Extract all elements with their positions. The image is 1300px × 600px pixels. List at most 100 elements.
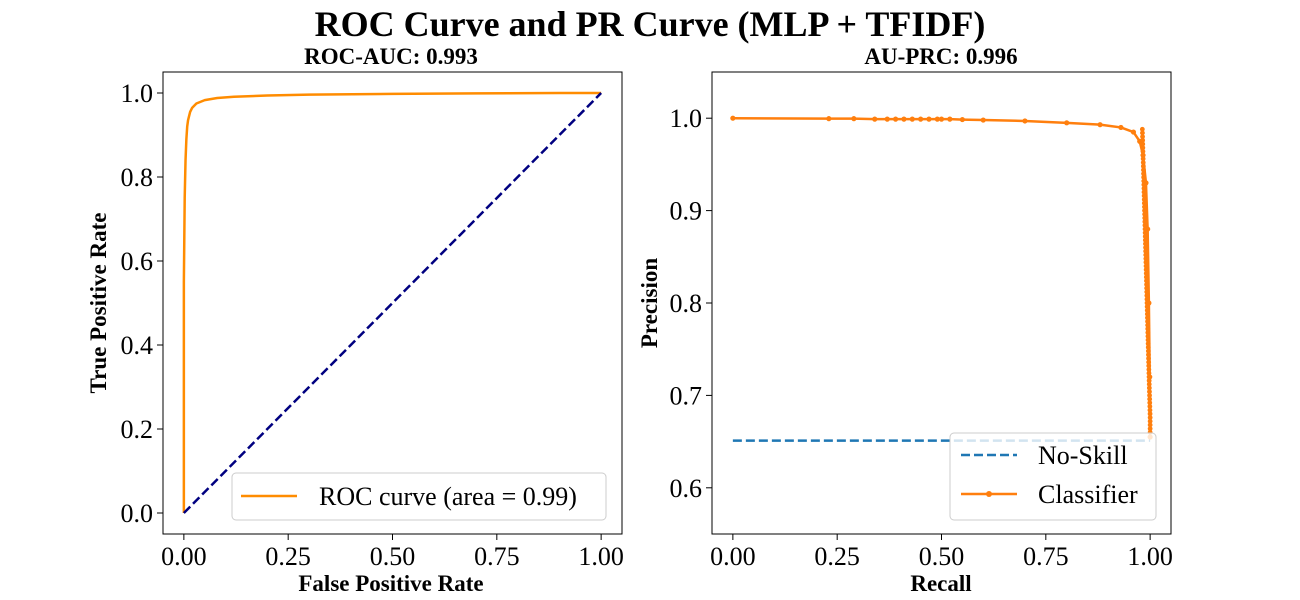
roc-panel: ROC-AUC: 0.993 0.00 0.25 0.50 0.75 1.000.00.… (86, 44, 624, 596)
pr-series-point (1146, 378, 1152, 384)
roc-ytick-label: 0.2 (121, 415, 154, 444)
pr-series-point (926, 116, 932, 122)
pr-xtick-label: 0.00 (710, 542, 756, 571)
pr-series-point (1147, 415, 1153, 420)
pr-series-point (884, 116, 890, 122)
roc-ticks: 0.00 0.25 0.50 0.75 1.00 0.0 0.2 0.4 0.6 0.8 1.0 (121, 79, 624, 571)
pr-series-point (1140, 163, 1146, 169)
pr-series-point (851, 116, 857, 122)
pr-series-point (1147, 422, 1153, 428)
pr-series-point (1118, 124, 1124, 131)
pr-series-point (1145, 322, 1151, 328)
pr-series-point (938, 116, 945, 122)
pr-series-point (1143, 245, 1148, 250)
roc-ytick-label: 0.0 (121, 499, 154, 528)
pr-series-point (1145, 337, 1151, 343)
pr-series-point (959, 116, 965, 123)
pr-series-point (1147, 393, 1152, 398)
pr-series-point (1142, 219, 1148, 225)
pr-series-point (730, 115, 736, 121)
pr-series-point (1145, 326, 1151, 332)
pr-series-point (1142, 215, 1148, 221)
pr-ytick-label: 0.9 (670, 197, 703, 226)
pr-series-point (1140, 149, 1146, 154)
pr-series-point (1144, 293, 1150, 299)
pr-legend-label-noskill: No-Skill (1038, 441, 1128, 470)
pr-ticks: 0.00 0.25 0.50 0.75 1.00 0.6 0.7 0.8 0.9 1.0 (670, 104, 1173, 571)
pr-series-point (1146, 374, 1152, 380)
pr-axes-frame (711, 71, 1172, 535)
pr-ytick-label: 1.0 (670, 104, 703, 133)
pr-series-point (1143, 248, 1149, 254)
pr-series-point (1144, 307, 1150, 313)
pr-series-point (872, 116, 878, 122)
pr-series-point (1146, 385, 1152, 391)
roc-ytick-label: 0.4 (121, 331, 154, 360)
pr-ytick-label: 0.6 (670, 474, 703, 503)
pr-xtick-label: 0.25 (814, 542, 860, 571)
pr-legend: No-Skill Classifier (949, 432, 1157, 521)
pr-panel-title: AU-PRC: 0.996 (864, 44, 1017, 69)
pr-series-point (1097, 122, 1103, 128)
roc-legend-label: ROC curve (area = 0.99) (319, 482, 577, 511)
pr-series-point (1140, 152, 1146, 158)
roc-axes-frame (162, 71, 623, 535)
pr-series-point (1140, 145, 1146, 151)
pr-series-point (1141, 189, 1147, 195)
pr-series-point (1146, 356, 1151, 361)
pr-series-point (1064, 120, 1070, 126)
pr-series-point (893, 116, 899, 122)
pr-series-point (1142, 237, 1148, 243)
pr-series-point (1147, 404, 1153, 409)
pr-series-point (918, 116, 924, 122)
pr-series (730, 115, 1153, 442)
pr-series-point (1146, 359, 1152, 365)
pr-series-point (1142, 211, 1148, 217)
pr-series-point (1147, 418, 1153, 424)
roc-legend-box (231, 472, 607, 521)
pr-series-point (1143, 241, 1148, 247)
roc-xtick-label: 0.75 (474, 542, 520, 571)
pr-series-point (1140, 137, 1146, 143)
pr-series-point (1143, 259, 1149, 265)
pr-ylabel: Precision (637, 258, 662, 348)
pr-series-point (1142, 230, 1148, 236)
pr-series-point (1143, 256, 1149, 262)
pr-series-point (1130, 129, 1137, 135)
pr-series-point (1144, 278, 1149, 284)
pr-series-point (1141, 182, 1147, 188)
pr-series-point (1143, 267, 1149, 273)
roc-series-line-0 (182, 91, 602, 513)
roc-ytick-label: 0.8 (121, 163, 154, 192)
pr-series-point (1145, 333, 1151, 339)
pr-xtick-label: 0.75 (1023, 542, 1069, 571)
roc-ytick-label: 1.0 (121, 79, 154, 108)
pr-series-point (1146, 381, 1152, 387)
pr-panel: AU-PRC: 0.996 0.00 0.25 0.50 0.75 1.00 0.6 0.7… (637, 44, 1173, 596)
pr-series-point (1144, 289, 1150, 295)
pr-series-point (1140, 134, 1145, 140)
roc-xlabel: False Positive Rate (298, 571, 483, 596)
pr-series-point (1142, 204, 1147, 210)
pr-series-point (1142, 234, 1148, 239)
pr-series-point (1022, 118, 1028, 124)
pr-series-point (1144, 300, 1150, 306)
roc-ylabel: True Positive Rate (86, 213, 111, 394)
roc-xtick-label: 1.00 (578, 542, 624, 571)
pr-series-point (1144, 282, 1149, 287)
pr-series-point (1144, 304, 1150, 310)
pr-series-point (1141, 193, 1147, 199)
pr-series-point (1145, 330, 1151, 335)
pr-series-point (1142, 226, 1148, 232)
pr-xtick-label: 1.00 (1127, 542, 1173, 571)
pr-series-point (1145, 348, 1151, 354)
pr-series-point (1141, 197, 1147, 202)
pr-series-point (1140, 130, 1145, 136)
pr-series-point (1142, 222, 1148, 228)
pr-ytick-label: 0.7 (670, 381, 703, 410)
pr-legend-marker-classifier (986, 491, 992, 497)
roc-xtick-label: 0.50 (370, 542, 416, 571)
pr-series-point (1140, 156, 1146, 162)
pr-series-point (1147, 396, 1153, 402)
pr-series-point (1142, 208, 1147, 214)
